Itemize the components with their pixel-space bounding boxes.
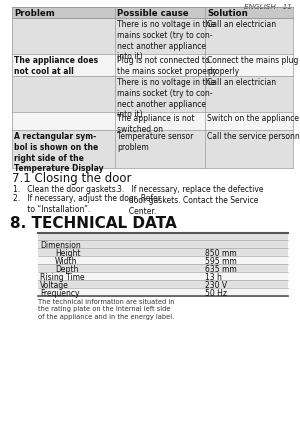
Text: Solution: Solution <box>207 9 248 18</box>
Text: Dimension: Dimension <box>40 241 81 250</box>
Text: 230 V: 230 V <box>205 281 227 290</box>
Bar <box>12 54 293 76</box>
Text: 13 h: 13 h <box>205 273 222 282</box>
Text: A rectangular sym-
bol is shown on the
right side of the
Temperature Display: A rectangular sym- bol is shown on the r… <box>14 132 103 173</box>
Text: Connect the mains plug
properly: Connect the mains plug properly <box>207 56 298 76</box>
Bar <box>38 232 288 240</box>
Text: 50 Hz: 50 Hz <box>205 289 227 298</box>
Text: 595 mm: 595 mm <box>205 257 237 266</box>
Text: Height: Height <box>55 249 80 258</box>
Text: Problem: Problem <box>14 9 55 18</box>
Bar <box>38 272 288 280</box>
Bar <box>38 240 288 247</box>
Text: 8. TECHNICAL DATA: 8. TECHNICAL DATA <box>10 215 177 230</box>
Text: Call an electrician: Call an electrician <box>207 20 276 29</box>
Bar <box>38 287 288 295</box>
Text: Width: Width <box>55 257 77 266</box>
Bar <box>12 112 293 130</box>
Bar <box>38 280 288 287</box>
Bar <box>12 7 293 18</box>
Bar <box>38 255 288 264</box>
Bar <box>12 130 293 168</box>
Text: Depth: Depth <box>55 265 78 274</box>
Text: Rising Time: Rising Time <box>40 273 85 282</box>
Bar <box>38 247 288 255</box>
Text: The appliance does
not cool at all: The appliance does not cool at all <box>14 56 98 76</box>
Text: 7.1 Closing the door: 7.1 Closing the door <box>12 172 131 185</box>
Text: 635 mm: 635 mm <box>205 265 237 274</box>
Text: 1.   Clean the door gaskets.: 1. Clean the door gaskets. <box>13 185 118 194</box>
Text: The appliance is not
switched on: The appliance is not switched on <box>117 114 194 134</box>
Text: Call an electrician: Call an electrician <box>207 78 276 87</box>
Text: 2.   If necessary, adjust the door. Refer
      to “Installation”.: 2. If necessary, adjust the door. Refer … <box>13 193 161 214</box>
Text: 3.   If necessary, replace the defective
     door gaskets. Contact the Service
: 3. If necessary, replace the defective d… <box>117 185 263 216</box>
Text: Voltage: Voltage <box>40 281 69 290</box>
Bar <box>38 264 288 272</box>
Text: 850 mm: 850 mm <box>205 249 237 258</box>
Text: There is no voltage in the
mains socket (try to con-
nect another appliance
into: There is no voltage in the mains socket … <box>117 20 215 61</box>
Text: Frequency: Frequency <box>40 289 80 298</box>
Text: The technical information are situated in
the rating plate on the internal left : The technical information are situated i… <box>38 298 175 320</box>
Text: Temperature sensor
problem: Temperature sensor problem <box>117 132 194 152</box>
Text: Plug is not connected to
the mains socket properly: Plug is not connected to the mains socke… <box>117 56 217 76</box>
Text: ENGLISH   11: ENGLISH 11 <box>244 4 292 10</box>
Text: Call the service personnel: Call the service personnel <box>207 132 300 141</box>
Text: There is no voltage in the
mains socket (try to con-
nect another appliance
into: There is no voltage in the mains socket … <box>117 78 215 119</box>
Bar <box>12 18 293 54</box>
Bar <box>12 76 293 112</box>
Text: Switch on the appliance: Switch on the appliance <box>207 114 299 123</box>
Text: Possible cause: Possible cause <box>117 9 189 18</box>
